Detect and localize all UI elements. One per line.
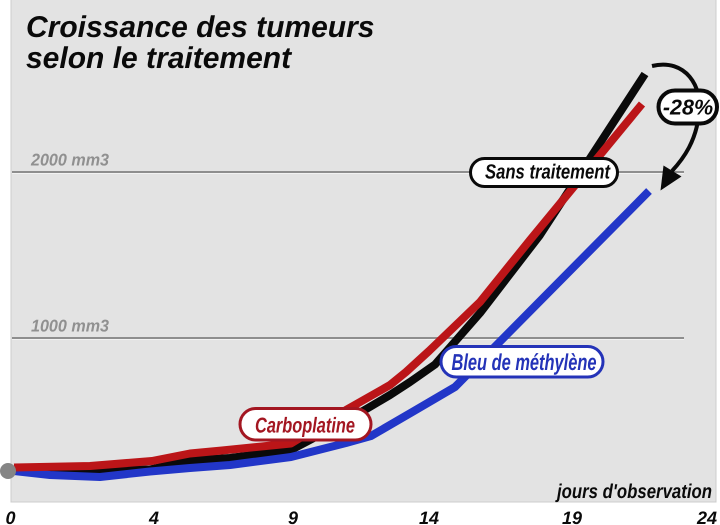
svg-text:-28%: -28% [663,96,713,120]
svg-text:Carboplatine: Carboplatine [255,414,355,438]
svg-text:9: 9 [288,508,298,525]
svg-text:19: 19 [562,508,582,525]
svg-text:Sans traitement: Sans traitement [485,161,611,184]
svg-text:Croissance des tumeurs: Croissance des tumeurs [26,11,374,44]
svg-text:Bleu de méthylène: Bleu de méthylène [452,349,597,375]
svg-text:24: 24 [696,508,717,525]
svg-text:selon le traitement: selon le traitement [26,42,293,75]
svg-text:1000 mm3: 1000 mm3 [31,317,110,336]
svg-text:14: 14 [419,508,439,525]
svg-text:jours d'observation: jours d'observation [554,481,712,503]
svg-text:4: 4 [148,508,159,525]
svg-text:0: 0 [5,508,15,525]
svg-text:2000 mm3: 2000 mm3 [30,151,109,170]
